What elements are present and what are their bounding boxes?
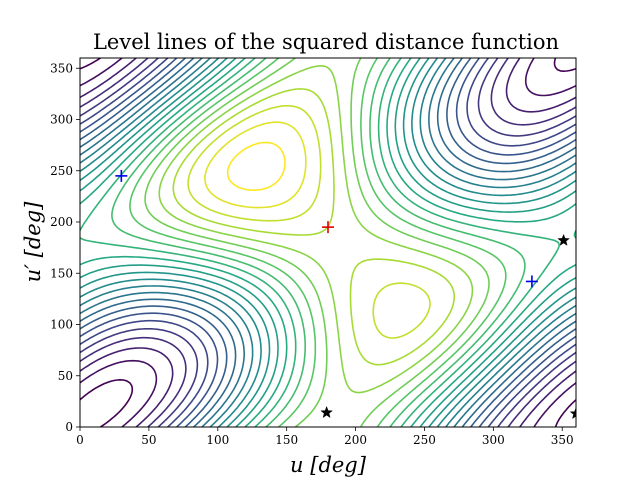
y-axis-label: u′ [deg] (21, 201, 45, 282)
x-tick-label: 0 (76, 433, 84, 447)
x-axis-ticks: 0 50 100 150 200 250 300 350 (76, 427, 574, 447)
saddle-marker (569, 406, 576, 420)
contour-level-line (80, 58, 576, 427)
contour-level-line (187, 104, 431, 339)
saddle-marker (557, 233, 570, 246)
x-tick-label: 300 (482, 433, 505, 447)
y-axis-ticks: 0 50 100 150 200 250 300 350 (50, 61, 80, 434)
y-tick-label: 250 (50, 164, 73, 178)
minimum-marker (525, 275, 538, 288)
contour-level-line (144, 58, 490, 427)
contour-level-line (80, 58, 576, 427)
x-tick-label: 50 (141, 433, 156, 447)
contour-level-line (80, 58, 576, 427)
contour-level-line (80, 58, 576, 427)
x-tick-label: 350 (551, 433, 574, 447)
x-tick-label: 200 (344, 433, 367, 447)
markers (115, 169, 576, 420)
contour-level-line (172, 88, 455, 366)
maximum-marker (322, 221, 334, 234)
contour-level-line (80, 58, 576, 427)
contour-level-line (80, 58, 576, 427)
chart-title: Level lines of the squared distance func… (93, 30, 559, 54)
y-tick-label: 150 (50, 266, 73, 280)
y-tick-label: 300 (50, 113, 73, 127)
contour-level-line (80, 58, 576, 427)
saddle-marker (320, 405, 333, 419)
plot-frame (79, 57, 577, 428)
x-axis-label: u [deg] (290, 453, 367, 477)
y-tick-label: 0 (65, 420, 73, 434)
contour-level-line (129, 58, 507, 427)
y-tick-label: 100 (50, 318, 73, 332)
contour-level-line (80, 58, 576, 427)
x-tick-label: 250 (413, 433, 436, 447)
y-tick-label: 50 (58, 369, 73, 383)
contour-lines (80, 58, 576, 427)
x-tick-label: 100 (206, 433, 229, 447)
contour-level-line (226, 141, 286, 191)
contour-level-line (80, 58, 576, 427)
contour-level-line (80, 58, 576, 427)
contour-level-line (158, 65, 474, 394)
x-tick-label: 150 (275, 433, 298, 447)
minimum-marker (115, 169, 128, 182)
y-tick-label: 200 (50, 215, 73, 229)
y-tick-label: 350 (50, 61, 73, 75)
contour-level-line (204, 121, 307, 209)
